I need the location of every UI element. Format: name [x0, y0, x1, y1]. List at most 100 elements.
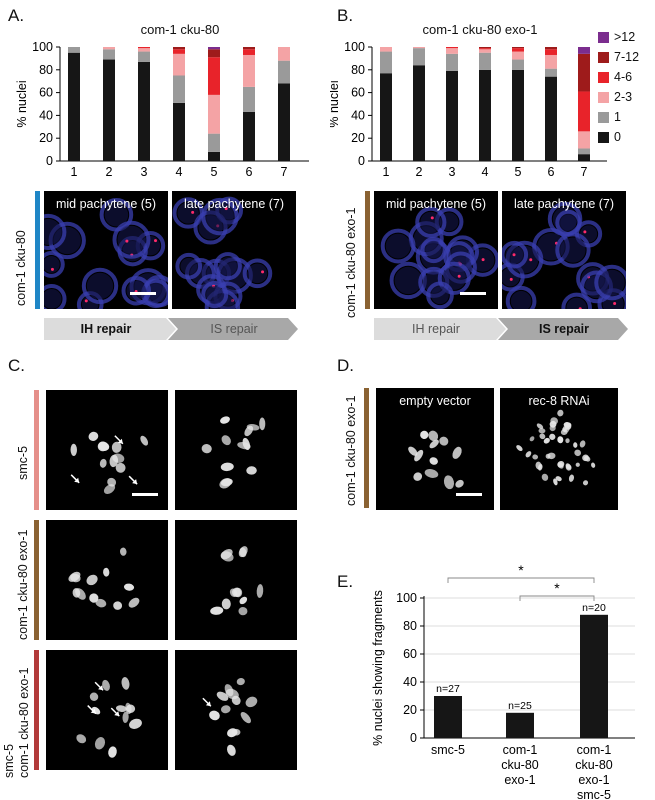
- bar-segment: [479, 47, 491, 49]
- bar-segment: [173, 102, 185, 161]
- chromosome: [246, 466, 257, 475]
- x-tick-label: 2: [106, 165, 113, 176]
- nucleus-core: [599, 269, 625, 296]
- nucleus: [594, 264, 626, 301]
- chromosome: [532, 454, 539, 460]
- y-tick-label: 60: [351, 86, 365, 100]
- nucleus-core: [206, 286, 224, 304]
- bar-annotation: n=25: [508, 700, 532, 712]
- chromosome: [109, 454, 119, 468]
- panel-letter-c: C.: [8, 356, 25, 375]
- panel-c-row1-color-bar: [34, 390, 39, 510]
- chromosome: [221, 598, 231, 610]
- chromosome: [582, 480, 589, 486]
- bar: [506, 712, 534, 738]
- arrowhead-icon: [90, 708, 96, 714]
- chromosome-image: [201, 416, 266, 489]
- chromosome: [525, 451, 532, 458]
- legend-swatch: [598, 92, 609, 103]
- chromosome: [547, 452, 556, 460]
- bar-segment: [446, 47, 458, 49]
- chromosome: [128, 597, 140, 608]
- bar-annotation: n=27: [436, 683, 460, 695]
- nucleus: [555, 232, 591, 268]
- y-tick-label: 40: [403, 675, 417, 689]
- chromosome: [201, 444, 212, 454]
- legend-swatch: [598, 132, 609, 143]
- bar-segment: [380, 51, 392, 74]
- nucleus: [505, 285, 537, 309]
- chromosome: [555, 476, 562, 482]
- bar-segment: [208, 151, 220, 161]
- chromosome: [236, 678, 245, 686]
- chromosome-image: [68, 547, 140, 610]
- chart-b-title: com-1 cku-80 exo-1: [422, 22, 538, 37]
- x-tick-label: exo-1: [578, 773, 609, 787]
- x-tick-label: 1: [383, 165, 390, 176]
- chromosome: [452, 446, 462, 459]
- chromosome: [557, 460, 565, 468]
- nucleus: [201, 197, 239, 236]
- chromosome: [123, 583, 135, 591]
- nucleus: [437, 261, 471, 295]
- panel-d-side-label: com-1 cku-80 exo-1: [344, 395, 358, 506]
- chromosome: [565, 438, 570, 444]
- x-tick-label: 7: [581, 165, 588, 176]
- legend-label: 4-6: [614, 70, 633, 84]
- chromosome: [557, 436, 564, 444]
- nucleus: [175, 252, 203, 280]
- chromosome: [224, 684, 234, 697]
- significance-bracket: *: [447, 562, 595, 583]
- bar-segment: [512, 51, 524, 60]
- chromosome: [209, 710, 220, 721]
- nucleus-core: [566, 297, 587, 309]
- panel-b-color-bar: [365, 191, 370, 309]
- chromosome: [579, 440, 586, 448]
- chromosome: [119, 547, 127, 556]
- chromosome-image: [202, 678, 258, 756]
- focus-spot: [50, 267, 54, 271]
- chromosome: [220, 462, 234, 472]
- chromosome: [98, 441, 110, 451]
- panel-a-side-label: com-1 cku-80: [14, 230, 28, 306]
- micrograph-label: mid pachytene (5): [55, 197, 157, 211]
- micrograph-label: mid pachytene (5): [385, 197, 487, 211]
- micrograph-c-2a: [46, 520, 168, 640]
- chromosome: [259, 417, 266, 431]
- focus-spot: [261, 270, 265, 274]
- arrowhead-icon: [98, 685, 104, 691]
- legend-swatch: [598, 52, 609, 63]
- nucleus: [242, 258, 273, 289]
- bar-segment: [243, 49, 255, 55]
- nucleus-core: [117, 225, 146, 254]
- nucleus: [44, 213, 67, 250]
- arrowhead-icon: [114, 711, 120, 717]
- y-tick-label: 100: [32, 40, 53, 54]
- legend-label: 7-12: [614, 50, 640, 64]
- bar: [434, 696, 462, 738]
- arrowhead-icon: [132, 479, 138, 485]
- chromosome: [113, 601, 123, 610]
- chromosome: [562, 427, 567, 432]
- chromosome: [231, 728, 241, 736]
- nucleus: [426, 281, 454, 309]
- chromosome: [420, 430, 429, 439]
- nucleus: [502, 240, 529, 269]
- bar-segment: [68, 47, 80, 53]
- bar-segment: [138, 47, 150, 49]
- micrograph-c-1b: [175, 390, 297, 510]
- bar-segment: [243, 54, 255, 87]
- nucleus-core: [394, 266, 422, 295]
- chromosome: [125, 702, 132, 715]
- nucleus-core: [104, 202, 129, 227]
- chromosome: [129, 718, 142, 729]
- chromosome: [108, 746, 117, 758]
- chromosome: [455, 479, 464, 488]
- panel-b-side-label: com-1 cku-80 exo-1: [344, 207, 358, 318]
- chromosome: [429, 457, 438, 465]
- bar-segment: [479, 48, 491, 50]
- chromosome: [220, 478, 233, 487]
- micrograph-d-empty-vector: empty vector: [376, 388, 494, 510]
- micrograph-a-late: late pachytene (7): [172, 191, 296, 309]
- x-tick-label: 3: [449, 165, 456, 176]
